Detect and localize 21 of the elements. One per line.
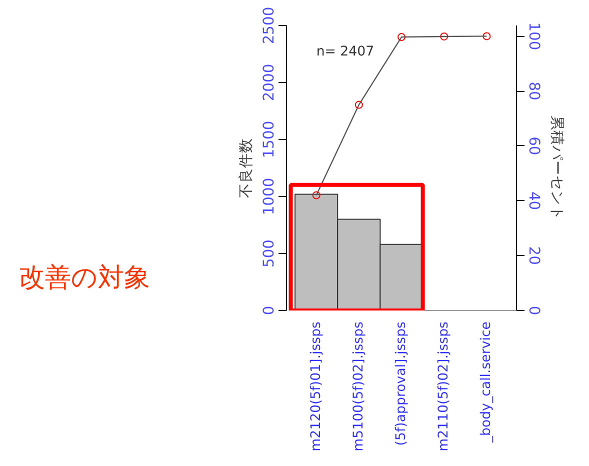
y2-tick-label: 60: [526, 136, 542, 156]
y-axis-title: 不良件数: [238, 138, 254, 198]
y2-tick-label: 80: [526, 82, 542, 100]
text: 改善の対象: [19, 262, 150, 295]
x-tick-label: m2120(5f)01].jssps: [308, 321, 324, 452]
x-tick-label: m5100(5f)02].jssps: [351, 321, 366, 452]
x-tick-label: _body_call.service: [479, 322, 494, 444]
y-tick-label: 1500: [260, 120, 278, 158]
y-tick-label: 500: [260, 240, 278, 268]
y2-tick-label: 40: [526, 191, 542, 210]
y-tick-label: 2500: [260, 6, 278, 44]
y2-axis-title: 累積パーセント: [548, 116, 566, 220]
x-tick-label: m2110(5f)02].jssps: [436, 321, 452, 452]
y-tick-label: 2000: [260, 64, 278, 102]
y2-tick-label: 100: [526, 22, 542, 50]
y2-tick-label: 20: [526, 246, 542, 265]
y-tick-label: 1000: [260, 178, 278, 216]
x-tick-label: (5f)approval].jssps: [394, 321, 409, 446]
y2-tick-label: 0: [526, 306, 542, 316]
annotation: n= 2407: [316, 44, 374, 60]
y-tick-label: 0: [260, 306, 278, 316]
